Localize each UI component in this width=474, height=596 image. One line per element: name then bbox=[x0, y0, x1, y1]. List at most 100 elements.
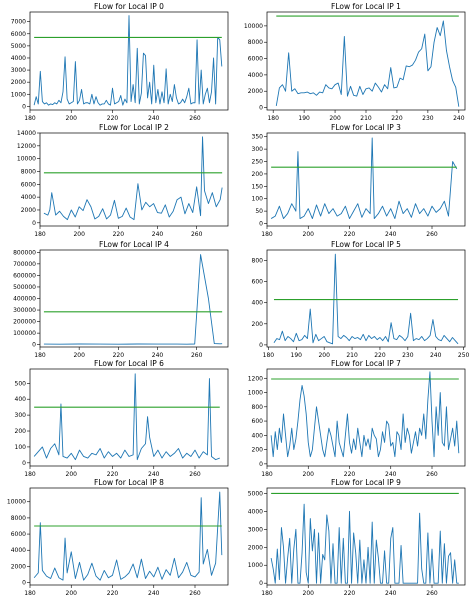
chart-title: FLow for Local IP 9 bbox=[331, 478, 401, 487]
axes-frame bbox=[266, 249, 466, 348]
x-tick-label: 200 bbox=[303, 590, 315, 596]
y-tick-label: 8000 bbox=[248, 39, 263, 46]
y-tick-label: 5000 bbox=[11, 43, 26, 50]
y-tick-label: 400 bbox=[252, 432, 264, 439]
axes-frame bbox=[29, 368, 229, 467]
chart-panel: FLow for Local IP 8 180 200 220 240 260 0 2000 4… bbox=[7, 478, 229, 596]
x-tick-label: 230 bbox=[422, 115, 434, 122]
axes-frame bbox=[266, 132, 466, 227]
y-tick-label: 100 bbox=[252, 196, 264, 203]
chart-panel: FLow for Local IP 5 180 190 200 210 220 230 240… bbox=[252, 240, 470, 359]
flow-line bbox=[43, 136, 223, 221]
y-tick-label: 4000 bbox=[11, 55, 26, 62]
x-tick-label: 200 bbox=[66, 590, 78, 596]
chart-title: FLow for Local IP 4 bbox=[99, 240, 169, 249]
x-tick-label: 200 bbox=[66, 471, 78, 478]
axes-frame bbox=[29, 487, 229, 586]
x-tick-label: 200 bbox=[73, 231, 85, 238]
x-tick-label: 180 bbox=[267, 115, 279, 122]
y-tick-label: 100 bbox=[15, 444, 27, 451]
chart-title: FLow for Local IP 7 bbox=[331, 359, 401, 368]
flow-line bbox=[275, 20, 460, 107]
x-tick-label: 240 bbox=[430, 352, 442, 359]
y-tick-label: 700000 bbox=[13, 261, 36, 268]
chart-panel: FLow for Local IP 1 180 190 200 210 220 230 240… bbox=[244, 2, 466, 122]
x-tick-label: 180 bbox=[263, 352, 275, 359]
chart-panel: FLow for Local IP 0 180 200 220 240 260 0 1000 2… bbox=[11, 2, 229, 122]
x-tick-label: 240 bbox=[385, 590, 397, 596]
x-tick-label: 220 bbox=[107, 115, 119, 122]
y-tick-label: 300 bbox=[252, 146, 264, 153]
chart-panel: FLow for Local IP 9 180 200 220 240 260 0 1000 2… bbox=[248, 478, 466, 596]
x-tick-label: 200 bbox=[73, 352, 85, 359]
y-tick-label: 400 bbox=[252, 300, 264, 307]
axes-frame bbox=[39, 249, 229, 348]
y-tick-label: 0 bbox=[22, 460, 26, 467]
y-tick-label: 12000 bbox=[17, 143, 36, 150]
x-tick-label: 240 bbox=[385, 471, 397, 478]
y-tick-label: 10000 bbox=[244, 23, 263, 30]
x-tick-label: 260 bbox=[189, 115, 201, 122]
y-tick-label: 100000 bbox=[13, 330, 36, 337]
x-tick-label: 260 bbox=[426, 231, 438, 238]
y-tick-label: 2000 bbox=[248, 544, 263, 551]
x-tick-label: 200 bbox=[303, 471, 315, 478]
flow-line bbox=[33, 373, 220, 461]
chart-panel: FLow for Local IP 4 180 200 220 240 260 0 10000… bbox=[13, 240, 229, 359]
x-tick-label: 200 bbox=[329, 115, 341, 122]
x-tick-label: 250 bbox=[458, 352, 470, 359]
flow-line bbox=[43, 254, 223, 345]
x-tick-label: 220 bbox=[344, 590, 356, 596]
y-tick-label: 500 bbox=[15, 380, 27, 387]
x-tick-label: 220 bbox=[374, 352, 386, 359]
y-tick-label: 6000 bbox=[248, 56, 263, 63]
x-tick-label: 260 bbox=[191, 231, 203, 238]
x-tick-label: 210 bbox=[346, 352, 358, 359]
x-tick-label: 220 bbox=[107, 590, 119, 596]
x-tick-label: 260 bbox=[189, 590, 201, 596]
axes-frame bbox=[266, 487, 466, 586]
y-tick-label: 0 bbox=[259, 221, 263, 228]
axes-frame bbox=[39, 132, 229, 227]
y-tick-label: 8000 bbox=[21, 168, 36, 175]
y-tick-label: 0 bbox=[259, 105, 263, 112]
x-tick-label: 180 bbox=[24, 115, 36, 122]
y-tick-label: 2000 bbox=[11, 563, 26, 570]
x-tick-label: 190 bbox=[291, 352, 303, 359]
y-tick-label: 50 bbox=[255, 208, 263, 215]
y-tick-label: 0 bbox=[259, 461, 263, 468]
x-tick-label: 220 bbox=[344, 471, 356, 478]
x-tick-label: 260 bbox=[189, 471, 201, 478]
chart-title: FLow for Local IP 5 bbox=[331, 240, 401, 249]
y-tick-label: 2000 bbox=[21, 207, 36, 214]
flow-line bbox=[33, 15, 223, 106]
x-tick-label: 240 bbox=[148, 471, 160, 478]
x-tick-label: 220 bbox=[113, 231, 125, 238]
y-tick-label: 500000 bbox=[13, 284, 36, 291]
flow-line bbox=[270, 371, 460, 458]
y-tick-label: 4000 bbox=[248, 72, 263, 79]
flow-line bbox=[273, 253, 459, 345]
y-tick-label: 800 bbox=[252, 404, 264, 411]
chart-title: FLow for Local IP 3 bbox=[331, 123, 401, 132]
y-tick-label: 0 bbox=[22, 580, 26, 587]
y-tick-label: 5000 bbox=[248, 490, 263, 497]
chart-panel: FLow for Local IP 2 180 200 220 240 260 0 2000 4… bbox=[17, 123, 229, 238]
x-tick-label: 190 bbox=[298, 115, 310, 122]
flow-line bbox=[270, 137, 458, 220]
x-tick-label: 180 bbox=[34, 231, 46, 238]
y-tick-label: 14000 bbox=[17, 130, 36, 137]
x-tick-label: 200 bbox=[303, 231, 315, 238]
x-tick-label: 180 bbox=[261, 471, 273, 478]
x-tick-label: 240 bbox=[148, 115, 160, 122]
chart-title: FLow for Local IP 6 bbox=[94, 359, 164, 368]
x-tick-label: 260 bbox=[426, 471, 438, 478]
y-tick-label: 6000 bbox=[21, 181, 36, 188]
y-tick-label: 800 bbox=[252, 258, 264, 265]
x-tick-label: 200 bbox=[318, 352, 330, 359]
y-tick-label: 200000 bbox=[13, 319, 36, 326]
y-tick-label: 2000 bbox=[248, 88, 263, 95]
y-tick-label: 1200 bbox=[248, 375, 263, 382]
y-tick-label: 3000 bbox=[248, 526, 263, 533]
y-tick-label: 0 bbox=[32, 342, 36, 349]
